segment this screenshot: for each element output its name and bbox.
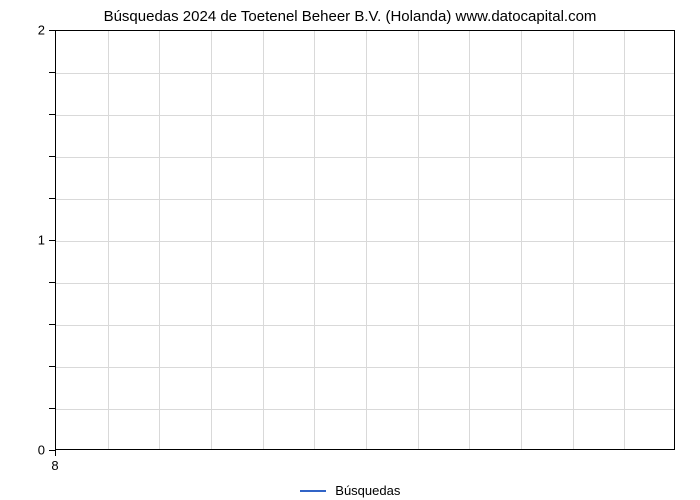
chart-title: Búsquedas 2024 de Toetenel Beheer B.V. (… bbox=[0, 8, 700, 25]
y-tick bbox=[49, 408, 55, 409]
y-tick-label: 1 bbox=[15, 233, 45, 248]
grid-line-h bbox=[56, 367, 674, 368]
y-tick-label: 2 bbox=[15, 23, 45, 38]
grid-line-h bbox=[56, 241, 674, 242]
x-tick-label: 8 bbox=[51, 458, 58, 473]
y-tick bbox=[49, 282, 55, 283]
y-tick bbox=[49, 240, 55, 241]
plot-area bbox=[55, 30, 675, 450]
grid-line-v bbox=[469, 31, 470, 449]
grid-line-v bbox=[521, 31, 522, 449]
y-tick bbox=[49, 366, 55, 367]
grid-line-h bbox=[56, 73, 674, 74]
grid-line-v bbox=[314, 31, 315, 449]
x-tick bbox=[55, 450, 56, 456]
y-tick bbox=[49, 324, 55, 325]
grid-line-v bbox=[108, 31, 109, 449]
grid-line-v bbox=[159, 31, 160, 449]
legend-label: Búsquedas bbox=[335, 483, 400, 498]
grid-line-h bbox=[56, 157, 674, 158]
grid-line-h bbox=[56, 325, 674, 326]
grid-line-h bbox=[56, 409, 674, 410]
grid-line-v bbox=[624, 31, 625, 449]
grid-line-v bbox=[366, 31, 367, 449]
y-tick bbox=[49, 30, 55, 31]
grid-line-v bbox=[418, 31, 419, 449]
legend-line-icon bbox=[300, 490, 326, 492]
grid-line-v bbox=[573, 31, 574, 449]
chart-container: Búsquedas 2024 de Toetenel Beheer B.V. (… bbox=[0, 0, 700, 500]
grid-line-v bbox=[263, 31, 264, 449]
y-tick bbox=[49, 72, 55, 73]
grid-line-h bbox=[56, 199, 674, 200]
grid-line-v bbox=[211, 31, 212, 449]
y-tick bbox=[49, 198, 55, 199]
grid-line-h bbox=[56, 283, 674, 284]
grid-line-h bbox=[56, 115, 674, 116]
y-tick bbox=[49, 156, 55, 157]
y-tick bbox=[49, 114, 55, 115]
y-tick-label: 0 bbox=[15, 443, 45, 458]
legend: Búsquedas bbox=[0, 482, 700, 498]
